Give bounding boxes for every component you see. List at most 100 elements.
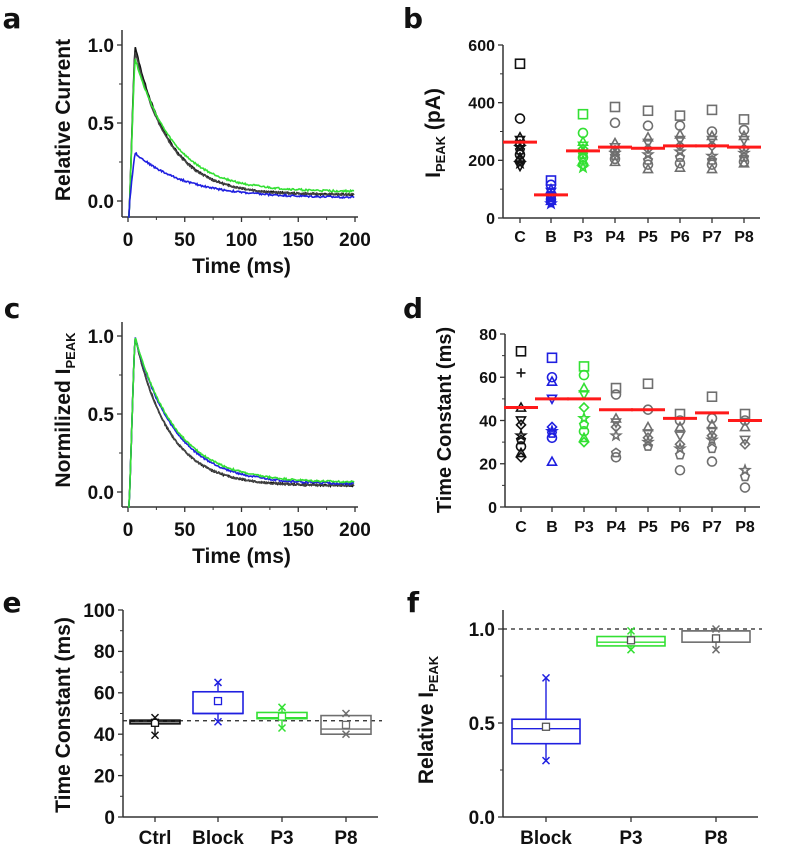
data-point: [706, 456, 718, 467]
data-point: [674, 449, 686, 460]
data-point: [578, 361, 590, 372]
panel-letter: f: [407, 586, 420, 619]
x-tick-label: 100: [226, 230, 258, 251]
panel-d: 0 20 40 60 80 d Time Constant (ms) C B P3 P4 P5 P6 P7…: [403, 292, 762, 536]
min-marker: [626, 645, 636, 654]
data-point: [515, 416, 527, 427]
box-P8: [681, 624, 751, 654]
data-point: [674, 135, 686, 147]
mean-marker: [150, 718, 160, 727]
x-tick-label: 200: [339, 520, 371, 541]
category-P5: [641, 105, 655, 174]
data-point: [642, 138, 654, 150]
data-point: [514, 58, 526, 70]
box-P3: [596, 626, 666, 654]
data-point: [514, 428, 528, 442]
y-axis-title-main: Relative Current: [52, 39, 75, 201]
y-axis-title-main: Time Constant (ms): [52, 617, 75, 813]
data-point: [576, 160, 590, 174]
category-P3: [577, 361, 591, 448]
data-point: [609, 150, 621, 161]
data-point: [674, 431, 686, 442]
data-point: [704, 148, 720, 162]
y-axis-title-text: IPEAK (pA): [422, 88, 448, 178]
data-point: [609, 101, 621, 113]
data-point: [546, 455, 558, 466]
data-point: [706, 104, 718, 116]
data-point: [578, 419, 590, 430]
x-tick-label: P3: [619, 828, 642, 849]
data-point: [705, 432, 719, 446]
data-point: [515, 446, 527, 458]
data-point: [515, 345, 527, 357]
data-point: [609, 428, 623, 442]
data-point: [739, 438, 751, 450]
data-point: [706, 129, 718, 141]
x-tick-label: P5: [638, 229, 658, 246]
y-axis-title-subscript: PEAK: [63, 332, 78, 369]
data-point: [609, 153, 621, 165]
min-marker: [277, 723, 287, 733]
trace-Block: [128, 337, 355, 508]
data-point: [610, 451, 622, 463]
category-P4: [608, 101, 622, 167]
x-tick-label: Ctrl: [139, 828, 172, 849]
y-tick-label: 0: [486, 211, 495, 228]
y-axis-title-subscript: PEAK: [433, 135, 448, 172]
y-axis-title-main: I: [422, 172, 445, 178]
data-point: [546, 371, 558, 383]
x-tick-label: C: [515, 519, 527, 536]
category-P3: [576, 108, 590, 174]
x-tick-label: P8: [734, 229, 754, 246]
x-tick-label: 50: [174, 520, 195, 541]
box-Block: [511, 673, 581, 765]
data-point: [706, 162, 718, 174]
data-point: [706, 391, 718, 403]
y-axis-title-text: Time Constant (ms): [52, 617, 75, 813]
y-tick-label: 40: [479, 413, 497, 430]
data-point: [706, 135, 718, 147]
x-tick-label: P3: [574, 519, 594, 536]
data-point: [674, 415, 686, 426]
y-tick-label: 1.0: [88, 327, 114, 348]
data-point: [738, 129, 750, 141]
y-tick-label: 0.5: [88, 405, 115, 426]
data-point: [739, 408, 751, 420]
data-point: [738, 114, 750, 125]
trace-Block: [128, 151, 355, 218]
trace-control-2: [128, 338, 355, 508]
y-axis-title: IPEAK (pA): [422, 88, 448, 178]
data-point: [642, 159, 654, 170]
data-point: [577, 108, 589, 120]
data-point: [674, 420, 686, 432]
x-tick-label: 200: [339, 230, 371, 251]
category-C: [514, 345, 528, 463]
data-point: [546, 428, 558, 438]
y-tick-label: 1.0: [469, 620, 495, 641]
data-point: [512, 155, 528, 170]
data-point: [642, 105, 654, 117]
data-point: [642, 440, 654, 451]
min-marker: [341, 730, 351, 739]
data-point: [578, 431, 590, 443]
panel-b: 0 200 400 600 b IPEAK (pA) C B P3 P4 P5 P6 P7 P8: [403, 2, 761, 246]
y-axis-title-text: Normilized IPEAK: [52, 332, 78, 488]
trace-P3: [128, 58, 355, 218]
data-point: [609, 117, 621, 129]
y-tick-label: 60: [94, 684, 115, 705]
trace-P3: [128, 337, 355, 508]
min-marker: [150, 731, 160, 740]
y-tick-label: 0.5: [88, 114, 115, 135]
box-Block: [192, 678, 244, 726]
x-tick-label: P4: [606, 519, 626, 536]
x-tick-label: 150: [282, 520, 314, 541]
data-point: [610, 389, 622, 400]
data-point: [739, 471, 751, 482]
box-iqr: [511, 718, 581, 745]
min-marker: [711, 645, 721, 654]
category-P6: [673, 110, 687, 172]
x-tick-label: P5: [638, 519, 658, 536]
mean-marker: [626, 636, 636, 645]
x-tick-label: Block: [192, 828, 244, 849]
category-P4: [609, 382, 623, 463]
